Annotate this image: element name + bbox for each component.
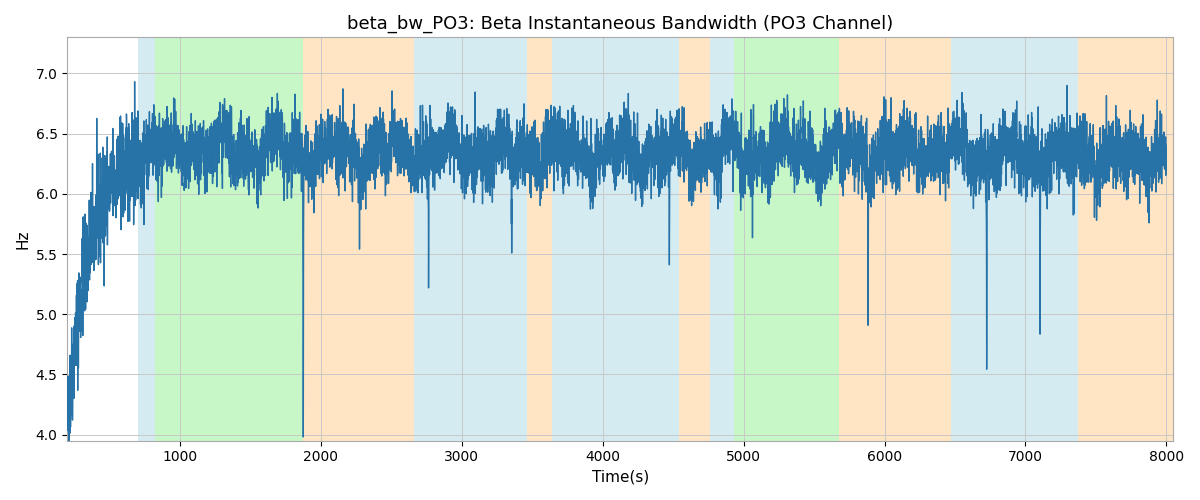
- Bar: [552, 38, 679, 440]
- Title: beta_bw_PO3: Beta Instantaneous Bandwidth (PO3 Channel): beta_bw_PO3: Beta Instantaneous Bandwidt…: [347, 15, 894, 34]
- Y-axis label: Hz: Hz: [16, 230, 30, 249]
- Bar: [414, 38, 527, 440]
- Bar: [950, 38, 1078, 440]
- Bar: [155, 38, 302, 440]
- Bar: [679, 38, 709, 440]
- Bar: [840, 38, 950, 440]
- X-axis label: Time(s): Time(s): [592, 470, 649, 485]
- Bar: [527, 38, 552, 440]
- Bar: [138, 38, 155, 440]
- Bar: [1078, 38, 1174, 440]
- Bar: [302, 38, 414, 440]
- Bar: [733, 38, 840, 440]
- Bar: [709, 38, 733, 440]
